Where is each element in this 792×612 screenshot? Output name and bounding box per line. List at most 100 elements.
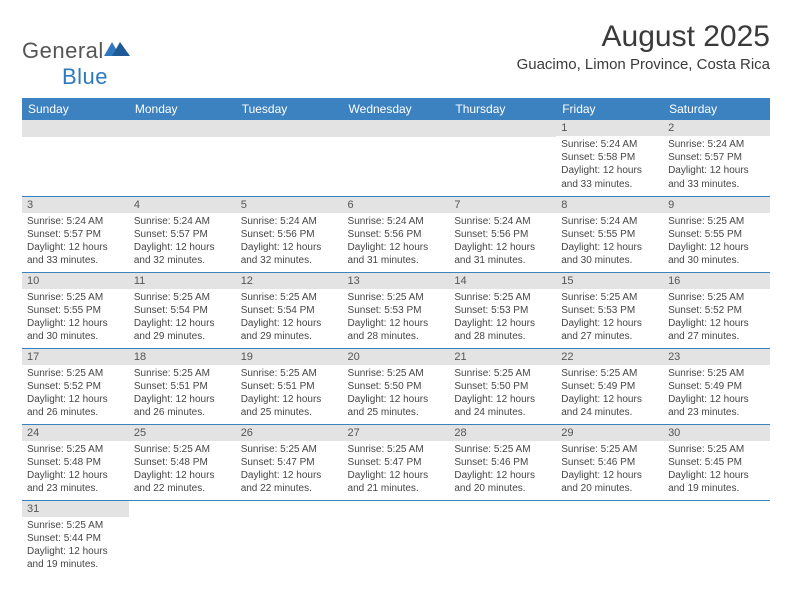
day-details: Sunrise: 5:24 AMSunset: 5:56 PMDaylight:… — [343, 213, 450, 272]
calendar-cell — [449, 120, 556, 196]
calendar-cell — [236, 500, 343, 576]
month-title: August 2025 — [517, 20, 770, 54]
calendar-cell: 21Sunrise: 5:25 AMSunset: 5:50 PMDayligh… — [449, 348, 556, 424]
day-number: 6 — [343, 197, 450, 213]
calendar-body: 1Sunrise: 5:24 AMSunset: 5:58 PMDaylight… — [22, 120, 770, 576]
day-details: Sunrise: 5:24 AMSunset: 5:57 PMDaylight:… — [22, 213, 129, 272]
day-details: Sunrise: 5:25 AMSunset: 5:49 PMDaylight:… — [663, 365, 770, 424]
day-details: Sunrise: 5:25 AMSunset: 5:47 PMDaylight:… — [236, 441, 343, 500]
calendar-cell — [22, 120, 129, 196]
day-details: Sunrise: 5:25 AMSunset: 5:48 PMDaylight:… — [129, 441, 236, 500]
calendar-cell: 7Sunrise: 5:24 AMSunset: 5:56 PMDaylight… — [449, 196, 556, 272]
day-number: 4 — [129, 197, 236, 213]
day-number: 2 — [663, 120, 770, 136]
header: GeneralBlue August 2025 Guacimo, Limon P… — [22, 20, 770, 90]
day-details: Sunrise: 5:25 AMSunset: 5:54 PMDaylight:… — [236, 289, 343, 348]
day-details: Sunrise: 5:25 AMSunset: 5:52 PMDaylight:… — [663, 289, 770, 348]
empty-day — [449, 120, 556, 137]
day-number: 24 — [22, 425, 129, 441]
calendar-cell: 16Sunrise: 5:25 AMSunset: 5:52 PMDayligh… — [663, 272, 770, 348]
empty-day — [22, 120, 129, 137]
day-number: 12 — [236, 273, 343, 289]
day-number: 14 — [449, 273, 556, 289]
day-header: Monday — [129, 98, 236, 120]
calendar-cell: 3Sunrise: 5:24 AMSunset: 5:57 PMDaylight… — [22, 196, 129, 272]
day-number: 30 — [663, 425, 770, 441]
calendar-cell: 29Sunrise: 5:25 AMSunset: 5:46 PMDayligh… — [556, 424, 663, 500]
calendar-cell: 10Sunrise: 5:25 AMSunset: 5:55 PMDayligh… — [22, 272, 129, 348]
day-details: Sunrise: 5:25 AMSunset: 5:51 PMDaylight:… — [236, 365, 343, 424]
day-number: 25 — [129, 425, 236, 441]
calendar-cell — [343, 500, 450, 576]
day-details: Sunrise: 5:25 AMSunset: 5:50 PMDaylight:… — [343, 365, 450, 424]
calendar-table: SundayMondayTuesdayWednesdayThursdayFrid… — [22, 98, 770, 576]
day-header: Saturday — [663, 98, 770, 120]
calendar-cell: 1Sunrise: 5:24 AMSunset: 5:58 PMDaylight… — [556, 120, 663, 196]
day-details: Sunrise: 5:25 AMSunset: 5:48 PMDaylight:… — [22, 441, 129, 500]
calendar-cell: 20Sunrise: 5:25 AMSunset: 5:50 PMDayligh… — [343, 348, 450, 424]
day-details: Sunrise: 5:25 AMSunset: 5:55 PMDaylight:… — [22, 289, 129, 348]
calendar-cell: 12Sunrise: 5:25 AMSunset: 5:54 PMDayligh… — [236, 272, 343, 348]
day-number: 11 — [129, 273, 236, 289]
calendar-head: SundayMondayTuesdayWednesdayThursdayFrid… — [22, 98, 770, 120]
day-number: 29 — [556, 425, 663, 441]
calendar-cell: 2Sunrise: 5:24 AMSunset: 5:57 PMDaylight… — [663, 120, 770, 196]
day-number: 28 — [449, 425, 556, 441]
day-number: 31 — [22, 501, 129, 517]
day-details: Sunrise: 5:25 AMSunset: 5:44 PMDaylight:… — [22, 517, 129, 576]
day-details: Sunrise: 5:25 AMSunset: 5:51 PMDaylight:… — [129, 365, 236, 424]
day-details: Sunrise: 5:25 AMSunset: 5:50 PMDaylight:… — [449, 365, 556, 424]
day-details: Sunrise: 5:24 AMSunset: 5:57 PMDaylight:… — [129, 213, 236, 272]
calendar-week: 31Sunrise: 5:25 AMSunset: 5:44 PMDayligh… — [22, 500, 770, 576]
calendar-cell: 11Sunrise: 5:25 AMSunset: 5:54 PMDayligh… — [129, 272, 236, 348]
calendar-cell: 14Sunrise: 5:25 AMSunset: 5:53 PMDayligh… — [449, 272, 556, 348]
day-number: 19 — [236, 349, 343, 365]
calendar-cell: 18Sunrise: 5:25 AMSunset: 5:51 PMDayligh… — [129, 348, 236, 424]
empty-day — [236, 120, 343, 137]
calendar-week: 3Sunrise: 5:24 AMSunset: 5:57 PMDaylight… — [22, 196, 770, 272]
day-header: Friday — [556, 98, 663, 120]
flag-icon — [104, 38, 130, 64]
calendar-cell: 13Sunrise: 5:25 AMSunset: 5:53 PMDayligh… — [343, 272, 450, 348]
day-number: 7 — [449, 197, 556, 213]
day-details: Sunrise: 5:25 AMSunset: 5:52 PMDaylight:… — [22, 365, 129, 424]
day-number: 1 — [556, 120, 663, 136]
calendar-cell: 30Sunrise: 5:25 AMSunset: 5:45 PMDayligh… — [663, 424, 770, 500]
day-number: 21 — [449, 349, 556, 365]
calendar-week: 10Sunrise: 5:25 AMSunset: 5:55 PMDayligh… — [22, 272, 770, 348]
day-details: Sunrise: 5:25 AMSunset: 5:46 PMDaylight:… — [449, 441, 556, 500]
calendar-cell: 26Sunrise: 5:25 AMSunset: 5:47 PMDayligh… — [236, 424, 343, 500]
day-details: Sunrise: 5:25 AMSunset: 5:49 PMDaylight:… — [556, 365, 663, 424]
calendar-cell: 9Sunrise: 5:25 AMSunset: 5:55 PMDaylight… — [663, 196, 770, 272]
day-number: 8 — [556, 197, 663, 213]
calendar-cell — [449, 500, 556, 576]
day-details: Sunrise: 5:25 AMSunset: 5:46 PMDaylight:… — [556, 441, 663, 500]
calendar-cell: 4Sunrise: 5:24 AMSunset: 5:57 PMDaylight… — [129, 196, 236, 272]
day-details: Sunrise: 5:25 AMSunset: 5:54 PMDaylight:… — [129, 289, 236, 348]
calendar-cell — [343, 120, 450, 196]
calendar-cell: 6Sunrise: 5:24 AMSunset: 5:56 PMDaylight… — [343, 196, 450, 272]
calendar-week: 24Sunrise: 5:25 AMSunset: 5:48 PMDayligh… — [22, 424, 770, 500]
title-block: August 2025 Guacimo, Limon Province, Cos… — [517, 20, 770, 73]
empty-day — [343, 120, 450, 137]
day-details: Sunrise: 5:24 AMSunset: 5:56 PMDaylight:… — [236, 213, 343, 272]
day-number: 20 — [343, 349, 450, 365]
day-number: 23 — [663, 349, 770, 365]
calendar-cell — [556, 500, 663, 576]
day-header: Sunday — [22, 98, 129, 120]
calendar-cell: 22Sunrise: 5:25 AMSunset: 5:49 PMDayligh… — [556, 348, 663, 424]
calendar-cell: 19Sunrise: 5:25 AMSunset: 5:51 PMDayligh… — [236, 348, 343, 424]
calendar-cell: 31Sunrise: 5:25 AMSunset: 5:44 PMDayligh… — [22, 500, 129, 576]
calendar-cell: 5Sunrise: 5:24 AMSunset: 5:56 PMDaylight… — [236, 196, 343, 272]
calendar-cell: 23Sunrise: 5:25 AMSunset: 5:49 PMDayligh… — [663, 348, 770, 424]
day-details: Sunrise: 5:25 AMSunset: 5:53 PMDaylight:… — [449, 289, 556, 348]
day-number: 5 — [236, 197, 343, 213]
day-details: Sunrise: 5:25 AMSunset: 5:53 PMDaylight:… — [556, 289, 663, 348]
brand-part1: General — [22, 38, 104, 63]
day-header-row: SundayMondayTuesdayWednesdayThursdayFrid… — [22, 98, 770, 120]
day-details: Sunrise: 5:25 AMSunset: 5:47 PMDaylight:… — [343, 441, 450, 500]
calendar-page: GeneralBlue August 2025 Guacimo, Limon P… — [0, 0, 792, 596]
day-details: Sunrise: 5:25 AMSunset: 5:53 PMDaylight:… — [343, 289, 450, 348]
day-number: 22 — [556, 349, 663, 365]
day-header: Thursday — [449, 98, 556, 120]
